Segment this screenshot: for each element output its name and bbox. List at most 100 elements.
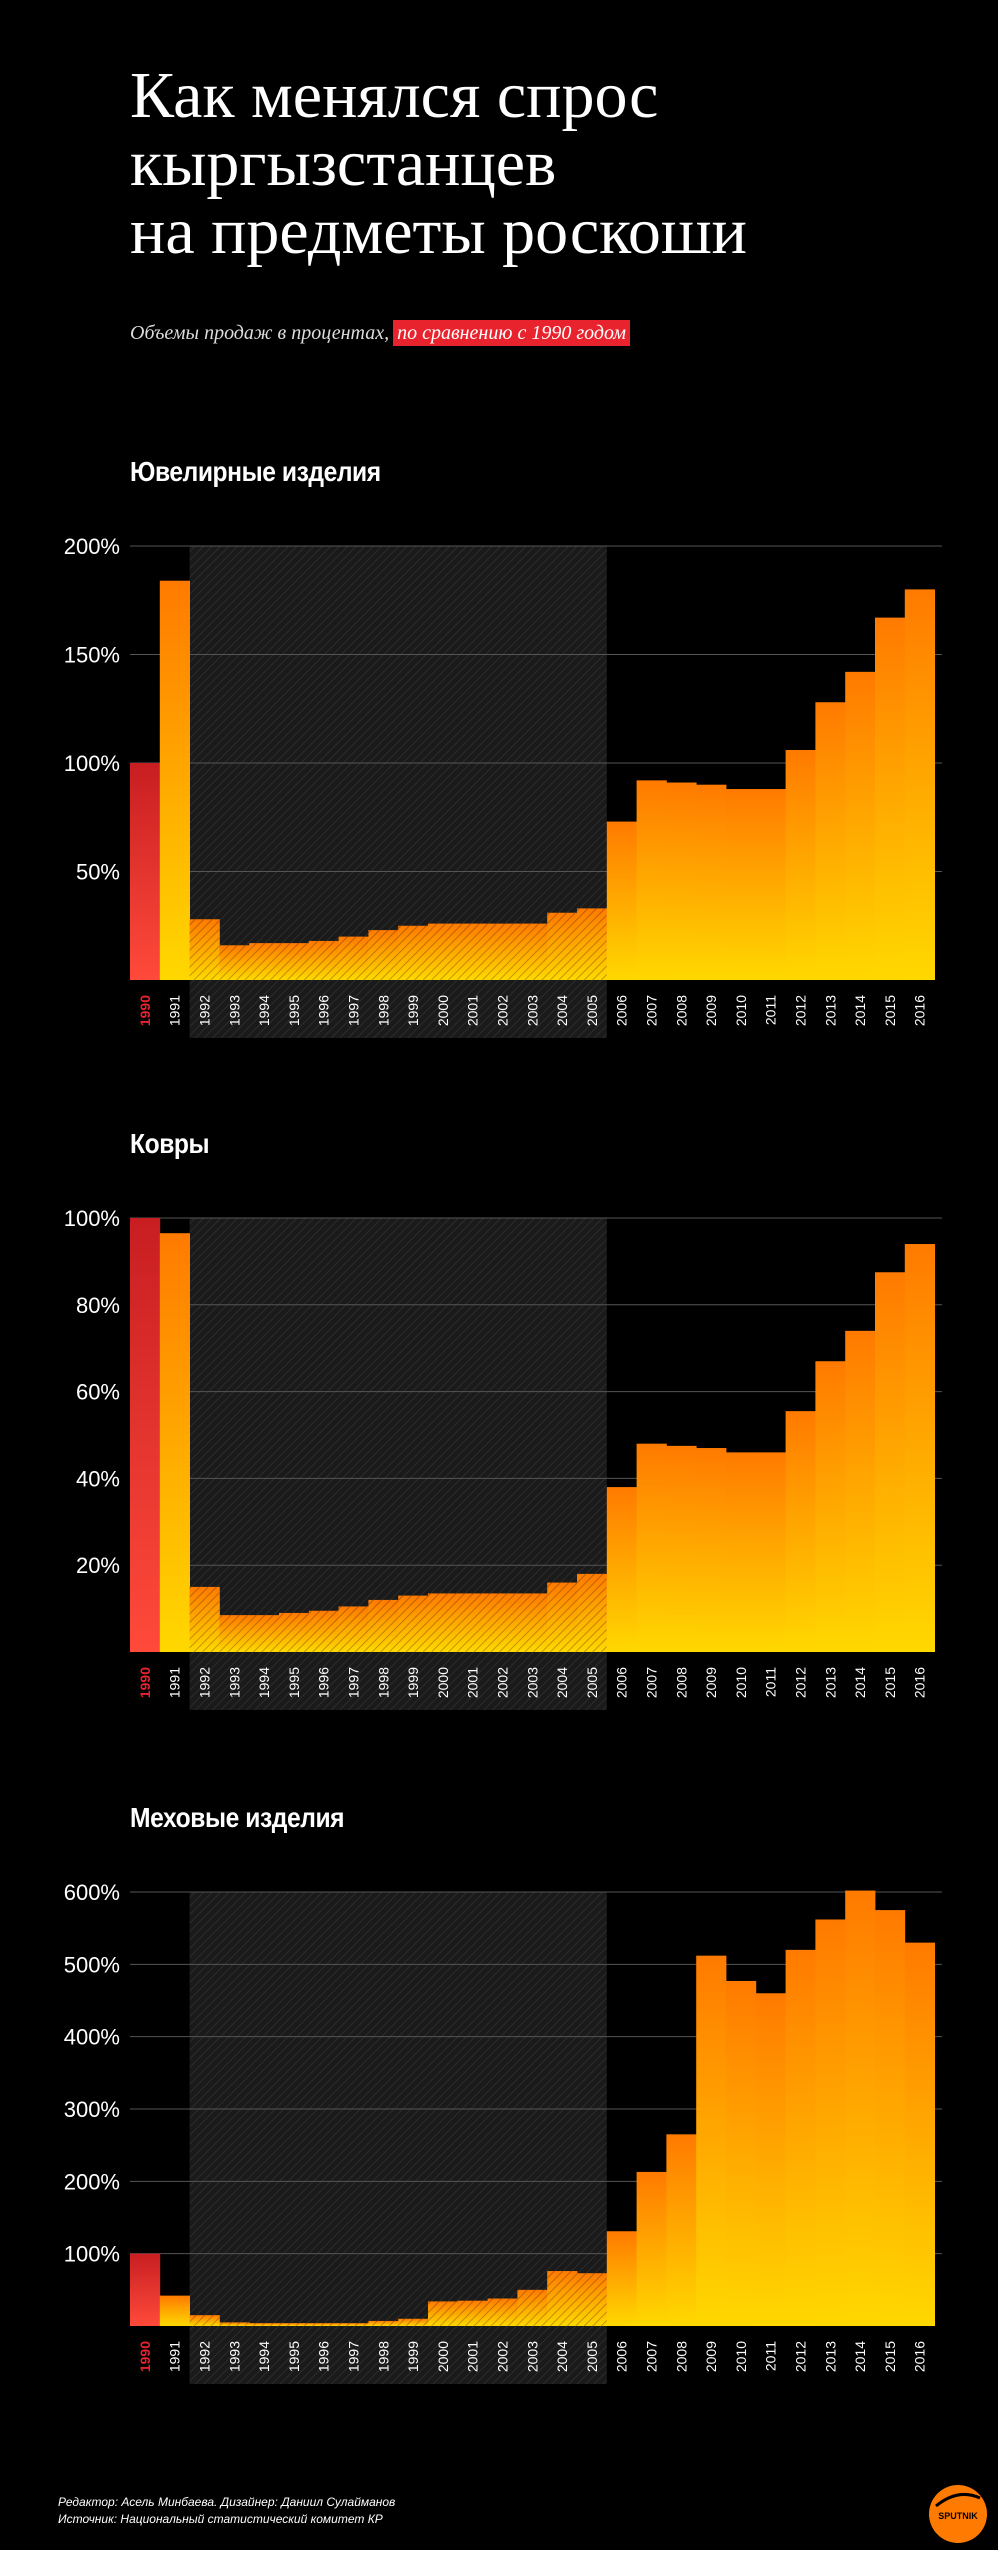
x-tick-label: 1996	[316, 1667, 332, 1698]
bar	[636, 780, 667, 980]
x-tick-label: 1990	[137, 2341, 153, 2372]
x-tick-label: 1998	[375, 2341, 391, 2372]
y-tick-label: 40%	[76, 1466, 120, 1491]
bar	[130, 2253, 161, 2326]
x-tick-label: 1997	[346, 1667, 362, 1698]
bar	[755, 1452, 786, 1652]
bar	[666, 2134, 697, 2326]
x-tick-label: 2012	[793, 2341, 809, 2372]
bar-hatch-overlay	[487, 923, 518, 980]
bar-hatch-overlay	[517, 2289, 548, 2326]
x-tick-label: 1999	[405, 2341, 421, 2372]
sputnik-logo: SPUTNIK	[929, 2485, 987, 2543]
x-tick-label: 2004	[554, 995, 570, 1026]
x-tick-label: 1992	[197, 1667, 213, 1698]
logo-text: SPUTNIK	[938, 2511, 978, 2521]
x-tick-label: 1991	[167, 2341, 183, 2372]
bar	[815, 702, 846, 980]
bar-hatch-overlay	[517, 1593, 548, 1652]
bar	[845, 671, 876, 980]
bar	[130, 763, 161, 980]
credits-editor: Редактор: Асель Минбаева. Дизайнер: Дани…	[58, 2495, 396, 2509]
bar	[785, 1411, 816, 1652]
chart-title-carpets: Ковры	[130, 1128, 210, 1159]
y-tick-label: 150%	[64, 643, 120, 668]
x-tick-label: 2012	[793, 995, 809, 1026]
furs-chart: 100% 200% 300% 400% 500% 600% 1990 1991 1992 1993…	[64, 1880, 942, 2384]
bar-hatch-overlay	[547, 1582, 577, 1652]
bar	[755, 1993, 786, 2326]
x-tick-label: 2006	[614, 1667, 630, 1698]
x-tick-label: 2000	[435, 2341, 451, 2372]
bar	[159, 580, 190, 980]
jewelry-chart: 50% 100% 150% 200% 1990 1991 1992 1993 1994 1995 1…	[64, 534, 942, 1038]
x-tick-label: 1994	[256, 1667, 272, 1698]
x-tick-label: 2013	[822, 2341, 838, 2372]
bar-hatch-overlay	[368, 1599, 399, 1652]
x-tick-label: 2013	[822, 1667, 838, 1698]
chart-title-jewelry: Ювелирные изделия	[130, 456, 381, 487]
bar-hatch-overlay	[457, 923, 488, 980]
bar-hatch-overlay	[398, 2318, 428, 2326]
x-tick-label: 2004	[554, 2341, 570, 2372]
x-tick-label: 1991	[167, 1667, 183, 1698]
x-tick-label: 2016	[912, 2341, 928, 2372]
x-tick-label: 2009	[703, 2341, 719, 2372]
x-tick-label: 2006	[614, 2341, 630, 2372]
bar-hatch-overlay	[189, 1586, 220, 1652]
bar	[785, 749, 816, 980]
bar	[845, 1890, 876, 2326]
x-tick-label: 2015	[882, 995, 898, 1026]
subtitle-highlight: по сравнению с 1990 годом	[393, 320, 630, 346]
x-tick-label: 2003	[524, 2341, 540, 2372]
x-tick-label: 2010	[733, 995, 749, 1026]
bar-hatch-overlay	[577, 2273, 607, 2326]
y-tick-label: 400%	[64, 2025, 120, 2050]
x-tick-label: 1992	[197, 995, 213, 1026]
credits-source: Источник: Национальный статистический ко…	[58, 2512, 383, 2526]
x-tick-label: 2009	[703, 1667, 719, 1698]
x-tick-label: 2005	[584, 2341, 600, 2372]
bar	[606, 2231, 637, 2326]
bar	[875, 617, 906, 980]
bar-hatch-overlay	[487, 2298, 518, 2326]
x-tick-label: 2004	[554, 1667, 570, 1698]
bar-hatch-overlay	[279, 943, 309, 980]
x-tick-label: 2007	[644, 2341, 660, 2372]
x-tick-label: 2000	[435, 1667, 451, 1698]
subtitle: Объемы продаж в процентах, по сравнению с…	[130, 320, 630, 346]
bar-hatch-overlay	[428, 923, 458, 980]
bar-hatch-overlay	[219, 2322, 250, 2326]
x-tick-label: 1993	[226, 1667, 242, 1698]
x-tick-label: 1999	[405, 1667, 421, 1698]
x-tick-label: 2011	[763, 2341, 779, 2371]
x-tick-label: 2014	[852, 2341, 868, 2372]
x-tick-label: 2000	[435, 995, 451, 1026]
bar-hatch-overlay	[368, 930, 399, 980]
x-tick-label: 2013	[822, 995, 838, 1026]
chart-title-furs: Меховые изделия	[130, 1802, 345, 1833]
x-tick-label: 1993	[226, 995, 242, 1026]
bar-hatch-overlay	[249, 943, 279, 980]
x-tick-label: 2008	[673, 1667, 689, 1698]
x-tick-label: 2010	[733, 1667, 749, 1698]
x-tick-label: 2002	[495, 2341, 511, 2372]
x-tick-label: 2014	[852, 1667, 868, 1698]
bar-hatch-overlay	[457, 2300, 488, 2326]
bar-hatch-overlay	[517, 923, 548, 980]
bar	[726, 1452, 757, 1652]
bar	[666, 782, 697, 980]
bar-hatch-overlay	[308, 2323, 339, 2326]
bar-hatch-overlay	[279, 1612, 309, 1652]
x-tick-label: 1995	[286, 1667, 302, 1698]
bar-hatch-overlay	[398, 1595, 428, 1652]
y-tick-label: 600%	[64, 1880, 120, 1905]
bar	[785, 1949, 816, 2326]
bar	[904, 1942, 935, 2326]
bar	[636, 2171, 667, 2326]
bar	[815, 1919, 846, 2326]
x-tick-label: 2002	[495, 1667, 511, 1698]
bar-hatch-overlay	[398, 925, 428, 980]
y-tick-label: 100%	[64, 1206, 120, 1231]
x-tick-label: 2015	[882, 2341, 898, 2372]
